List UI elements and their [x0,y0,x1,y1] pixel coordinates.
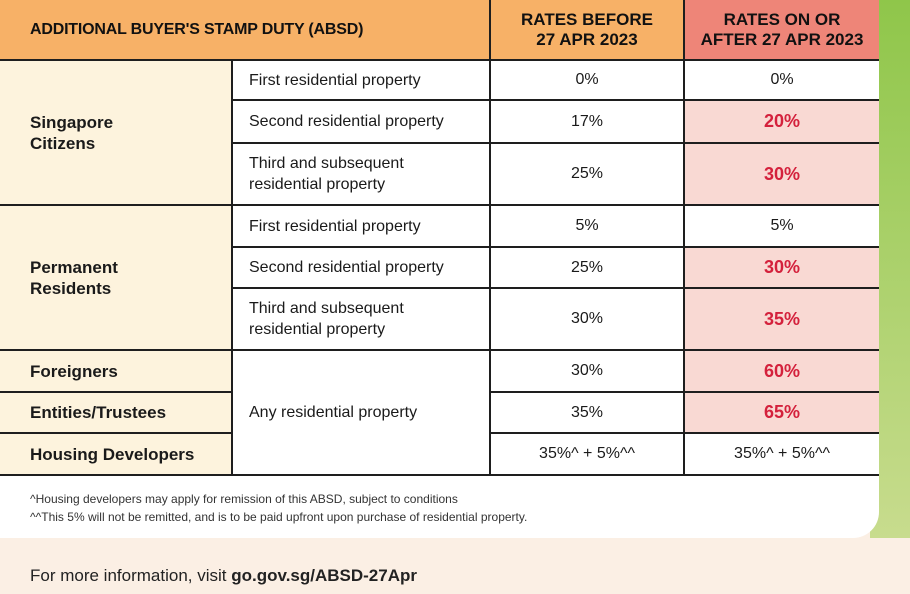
category-label-line2: Citizens [30,133,96,153]
rates-before-header: RATES BEFORE 27 APR 2023 [489,0,685,61]
footnote-2: ^^This 5% will not be remitted, and is t… [30,510,528,524]
table-row: Second residential property 17% 20% [0,99,879,144]
category-housing-developers: Housing Developers [0,432,233,476]
footnotes: ^Housing developers may apply for remiss… [30,490,527,526]
footer-band [0,538,910,594]
property-type-line2: residential property [249,321,386,338]
rates-after-header: RATES ON OR AFTER 27 APR 2023 [683,0,879,61]
rate-after-cell: 5% [683,204,879,248]
rate-before-cell: 30% [489,349,685,393]
table-header-row: ADDITIONAL BUYER'S STAMP DUTY (ABSD) RAT… [0,0,879,61]
category-permanent-residents: Permanent Residents [0,204,233,351]
property-type-cell: First residential property [231,59,491,101]
category-foreigners: Foreigners [0,349,233,393]
property-type-line1: Third and subsequent [249,155,404,172]
rate-after-cell-highlighted: 30% [683,142,879,206]
rate-after-cell: 0% [683,59,879,101]
category-label-line1: Singapore [30,112,114,132]
property-type-cell: Third and subsequent residential propert… [231,287,491,351]
property-type-cell: Second residential property [231,246,491,289]
rate-after-cell-highlighted: 30% [683,246,879,289]
rate-before-cell: 17% [489,99,685,144]
rates-before-header-line1: RATES BEFORE [521,9,653,29]
rate-before-cell: 35% [489,391,685,434]
rate-before-cell: 30% [489,287,685,351]
rate-after-cell-highlighted: 65% [683,391,879,434]
table-row: Housing Developers 35%^ + 5%^^ 35%^ + 5%… [0,432,879,476]
rates-after-header-line1: RATES ON OR [723,9,841,29]
property-type-cell: First residential property [231,204,491,248]
rate-before-cell: 35%^ + 5%^^ [489,432,685,476]
rate-after-cell: 35%^ + 5%^^ [683,432,879,476]
rate-after-cell-highlighted: 35% [683,287,879,351]
property-type-cell: Third and subsequent residential propert… [231,142,491,206]
more-info-prefix: For more information, visit [30,566,232,585]
category-entities-trustees: Entities/Trustees [0,391,233,434]
table-title: ADDITIONAL BUYER'S STAMP DUTY (ABSD) [0,0,491,61]
property-type-cell: Second residential property [231,99,491,144]
table-row: Foreigners Any residential property 30% … [0,349,879,476]
category-label-line2: Residents [30,278,112,298]
property-type-line1: Third and subsequent [249,300,404,317]
table-row: Third and subsequent residential propert… [0,142,879,206]
rate-before-cell: 25% [489,246,685,289]
table-row: Permanent Residents First residential pr… [0,204,879,351]
absd-rates-table: ADDITIONAL BUYER'S STAMP DUTY (ABSD) RAT… [0,0,879,476]
more-info-link[interactable]: go.gov.sg/ABSD-27Apr [231,566,417,585]
rate-before-cell: 25% [489,142,685,206]
table-row: Entities/Trustees 35% 65% [0,391,879,434]
category-singapore-citizens: Singapore Citizens [0,59,233,206]
rate-after-cell-highlighted: 20% [683,99,879,144]
table-row: Second residential property 25% 30% [0,246,879,289]
absd-rates-card: ADDITIONAL BUYER'S STAMP DUTY (ABSD) RAT… [0,0,879,538]
table-row: Third and subsequent residential propert… [0,287,879,351]
rate-before-cell: 0% [489,59,685,101]
rates-before-header-line2: 27 APR 2023 [536,29,638,49]
rates-after-header-line2: AFTER 27 APR 2023 [700,29,864,49]
table-row: Singapore Citizens First residential pro… [0,59,879,206]
rate-before-cell: 5% [489,204,685,248]
rate-after-cell-highlighted: 60% [683,349,879,393]
category-label-line1: Permanent [30,257,118,277]
more-info-text: For more information, visit go.gov.sg/AB… [30,566,417,586]
property-type-cell-any: Any residential property [231,349,491,476]
property-type-line2: residential property [249,176,386,193]
footnote-1: ^Housing developers may apply for remiss… [30,492,458,506]
